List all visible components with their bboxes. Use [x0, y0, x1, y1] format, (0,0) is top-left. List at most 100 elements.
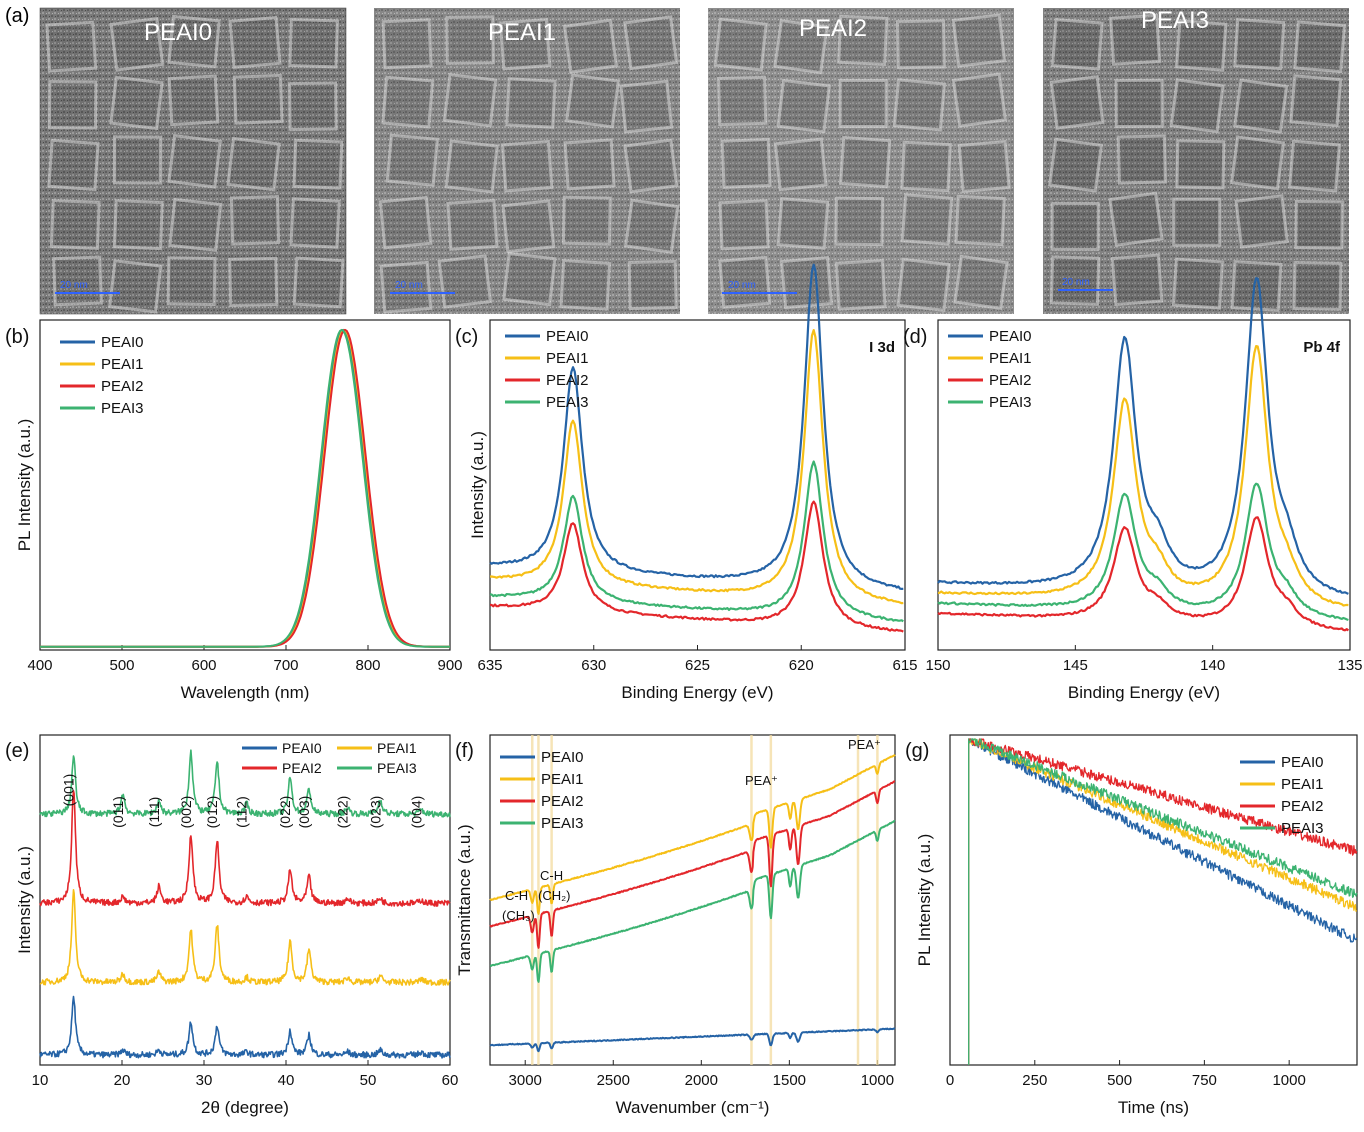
tem-cube: [1110, 253, 1164, 307]
tem-cube: [292, 256, 345, 309]
tem-cube: [501, 199, 556, 254]
series-peai3: [937, 482, 1349, 622]
tem-cube: [1289, 74, 1343, 128]
x-tick-label: 630: [581, 657, 606, 674]
tem-cube: [168, 197, 223, 252]
tem-cube: [446, 198, 499, 251]
tem-cube: [112, 199, 164, 251]
annotation: PEA⁺: [848, 737, 881, 752]
tem-cube: [1114, 78, 1164, 129]
panel-label: (e): [5, 740, 29, 762]
tem-cube: [834, 196, 885, 247]
tem-cube: [834, 259, 887, 311]
x-axis-label: 2θ (degree): [201, 1098, 289, 1117]
x-tick-label: 500: [109, 657, 134, 674]
tem-cube: [381, 75, 435, 129]
plot-frame: [39, 734, 451, 1066]
tem-cube: [1230, 260, 1283, 312]
legend-entry: PEAI2: [101, 378, 144, 395]
tem-cube: [1048, 137, 1104, 193]
tem-cube: [720, 137, 772, 189]
tem-cube: [565, 73, 620, 129]
tem-cube: [713, 17, 768, 72]
chart-b: (b) 400 500 600 700 800 900 Wavelength (nm) PL I…: [5, 319, 463, 702]
tem-cube-overlays: [45, 13, 1346, 314]
tem-cube: [1049, 75, 1105, 130]
plot-frame: [39, 319, 451, 651]
reflection-label: (111): [146, 797, 162, 828]
chart-f: (f) 3000 2500 2000 1500 1000 Wavenumber (cm⁻¹)…: [455, 734, 896, 1117]
x-axis-label: Time (ns): [1118, 1098, 1189, 1117]
tem-cube: [954, 194, 1006, 247]
tem-cube: [47, 80, 98, 130]
tem-cube: [445, 15, 495, 65]
tem-cube: [1292, 261, 1343, 311]
series-peai2: [39, 790, 451, 907]
tem-title-peai2: PEAI2: [799, 15, 867, 42]
tem-cube: [1169, 78, 1225, 134]
tem-cube: [773, 137, 828, 192]
x-tick-label: 145: [1063, 657, 1088, 674]
tem-cube: [498, 17, 552, 71]
tem-title-peai1: PEAI1: [488, 19, 556, 46]
annotation: (CH₂): [538, 888, 570, 903]
tem-cube: [442, 72, 498, 128]
reflection-label: (222): [335, 796, 351, 829]
tem-cube: [1293, 20, 1346, 74]
series-peai2: [968, 738, 1358, 1065]
tem-cube: [1230, 135, 1285, 191]
tem-cube: [957, 139, 1011, 193]
tem-cube: [109, 17, 165, 72]
plot-frame: [937, 319, 1351, 651]
annotation: (CH₃): [502, 908, 535, 923]
series-peai3: [40, 328, 450, 648]
tem-cube: [718, 199, 770, 251]
annotation: C-H: [505, 888, 528, 903]
x-tick-label: 135: [1337, 657, 1362, 674]
series-peai2: [489, 780, 896, 949]
x-tick-label: 2000: [685, 1072, 718, 1089]
tem-cube: [559, 259, 612, 311]
x-tick-label: 1500: [773, 1072, 806, 1089]
tem-cube: [953, 254, 1009, 311]
x-tick-label: 150: [925, 657, 950, 674]
tem-cube: [837, 14, 889, 66]
reflection-label: (023): [367, 796, 383, 829]
panel-a-label: (a): [5, 5, 29, 27]
tem-cube: [1109, 13, 1162, 66]
legend-entry: PEAI1: [546, 350, 589, 367]
tem-cube: [838, 78, 888, 129]
x-tick-label: 615: [892, 657, 917, 674]
tem-cube: [444, 139, 499, 194]
series-peai2: [937, 516, 1350, 632]
y-axis-label: Intensity (a.u.): [15, 846, 34, 954]
reflection-label: (011): [110, 796, 126, 828]
x-tick-label: 700: [273, 657, 298, 674]
panel-label: (b): [5, 326, 29, 348]
panel-label: (c): [455, 326, 478, 348]
tem-cube: [288, 81, 338, 132]
annotation: I 3d: [869, 339, 895, 356]
y-axis-label: Intensity (a.u.): [468, 431, 487, 539]
legend-entry: PEAI3: [989, 394, 1032, 411]
legend-entry: PEAI2: [1281, 798, 1324, 815]
tem-cube: [381, 18, 433, 70]
x-axis-label: Binding Energy (eV): [621, 683, 773, 702]
x-tick-label: 635: [477, 657, 502, 674]
series-peai0: [489, 1027, 896, 1053]
y-axis-label: PL Intensity (a.u.): [15, 419, 34, 552]
series-peai3: [489, 460, 904, 623]
x-tick-label: 1000: [861, 1072, 894, 1089]
legend-entry: PEAI0: [546, 328, 589, 345]
tem-cube: [167, 133, 222, 189]
series-peai0: [489, 263, 904, 590]
tem-cube: [1288, 139, 1342, 193]
x-axis-label: Wavenumber (cm⁻¹): [616, 1098, 770, 1117]
reflection-label: (022): [277, 796, 293, 829]
tem-cube: [1171, 257, 1224, 310]
legend-entry: PEAI3: [1281, 820, 1324, 837]
legend-entry: PEAI1: [989, 350, 1032, 367]
tem-cube: [900, 193, 954, 246]
tem-cube: [1234, 194, 1289, 249]
